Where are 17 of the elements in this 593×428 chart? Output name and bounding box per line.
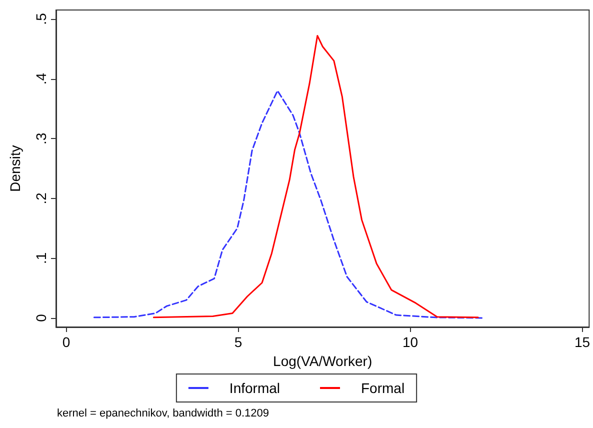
y-tick-label: .2 — [33, 192, 49, 204]
y-tick-label: .1 — [33, 252, 49, 264]
line-series — [152, 34, 479, 318]
x-tick-label: 10 — [402, 334, 418, 350]
y-tick-label: .3 — [33, 132, 49, 144]
x-tick-label: 5 — [234, 334, 242, 350]
legend-label: Formal — [361, 380, 405, 396]
x-tick-label: 0 — [62, 334, 70, 350]
legend-label: Informal — [229, 380, 280, 396]
line-series — [93, 90, 486, 319]
y-tick-label: 0 — [33, 314, 49, 322]
x-axis-title: Log(VA/Worker) — [273, 352, 372, 369]
text: kernel = epanechnikov, bandwidth = 0.1209 — [57, 408, 270, 420]
y-axis-title: Density — [7, 145, 23, 192]
y-tick-label: .5 — [33, 12, 49, 25]
x-tick-label: 15 — [574, 334, 590, 350]
y-tick-label: .4 — [33, 72, 49, 85]
